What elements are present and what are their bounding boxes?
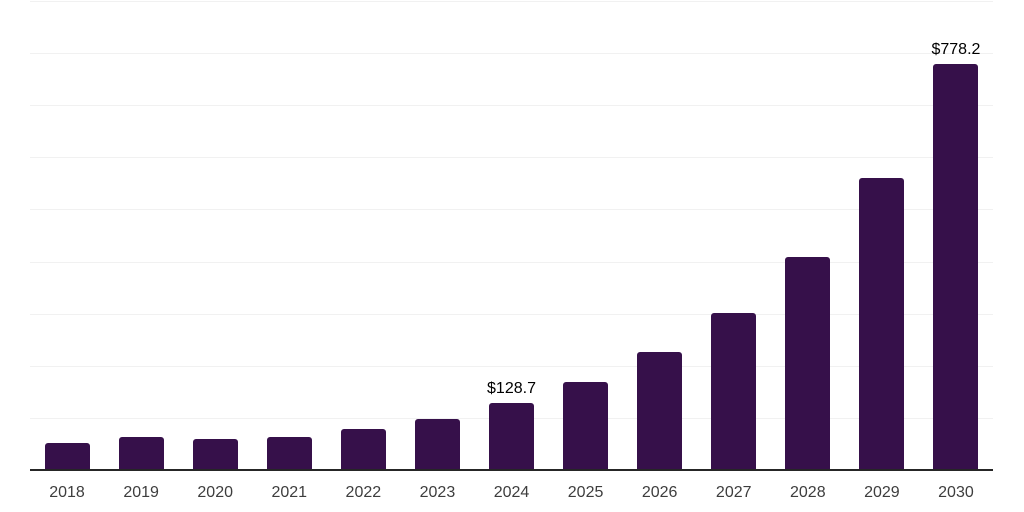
bar-2018 xyxy=(44,442,90,470)
data-label-2030: $778.2 xyxy=(931,41,981,59)
x-tick-2021: 2021 xyxy=(271,484,308,501)
bar-2030 xyxy=(933,64,979,470)
gridline-500 xyxy=(30,209,993,211)
x-tick-2022: 2022 xyxy=(345,484,382,501)
gridline-800 xyxy=(30,53,993,55)
bar-2027 xyxy=(711,312,757,470)
gridline-200 xyxy=(30,365,993,367)
bar-2024 xyxy=(489,402,534,470)
x-tick-2028: 2028 xyxy=(790,484,826,501)
x-tick-2027: 2027 xyxy=(715,484,752,501)
x-axis-line xyxy=(30,469,993,471)
x-tick-2018: 2018 xyxy=(49,484,85,501)
bar-2026 xyxy=(637,352,683,470)
x-tick-2023: 2023 xyxy=(419,484,456,501)
x-tick-2029: 2029 xyxy=(864,484,900,501)
x-tick-2020: 2020 xyxy=(197,484,233,501)
bar-2025 xyxy=(563,381,609,470)
x-tick-2030: 2030 xyxy=(938,484,974,501)
gridline-400 xyxy=(30,261,993,263)
data-label-2024: $128.7 xyxy=(487,379,536,397)
gridline-300 xyxy=(30,313,993,315)
bar-2023 xyxy=(414,419,460,470)
gridline-900 xyxy=(30,1,993,2)
x-tick-2025: 2025 xyxy=(567,484,604,501)
x-tick-2026: 2026 xyxy=(641,484,678,501)
x-tick-2019: 2019 xyxy=(123,484,159,501)
x-tick-2024: 2024 xyxy=(493,484,530,501)
bar-2021 xyxy=(266,437,312,470)
bar-2029 xyxy=(859,178,905,470)
gridline-600 xyxy=(30,157,993,159)
bar-2019 xyxy=(118,436,164,470)
bar-2020 xyxy=(192,439,238,470)
gridline-700 xyxy=(30,105,993,107)
bar-2022 xyxy=(340,429,386,470)
bar-2028 xyxy=(785,257,831,470)
